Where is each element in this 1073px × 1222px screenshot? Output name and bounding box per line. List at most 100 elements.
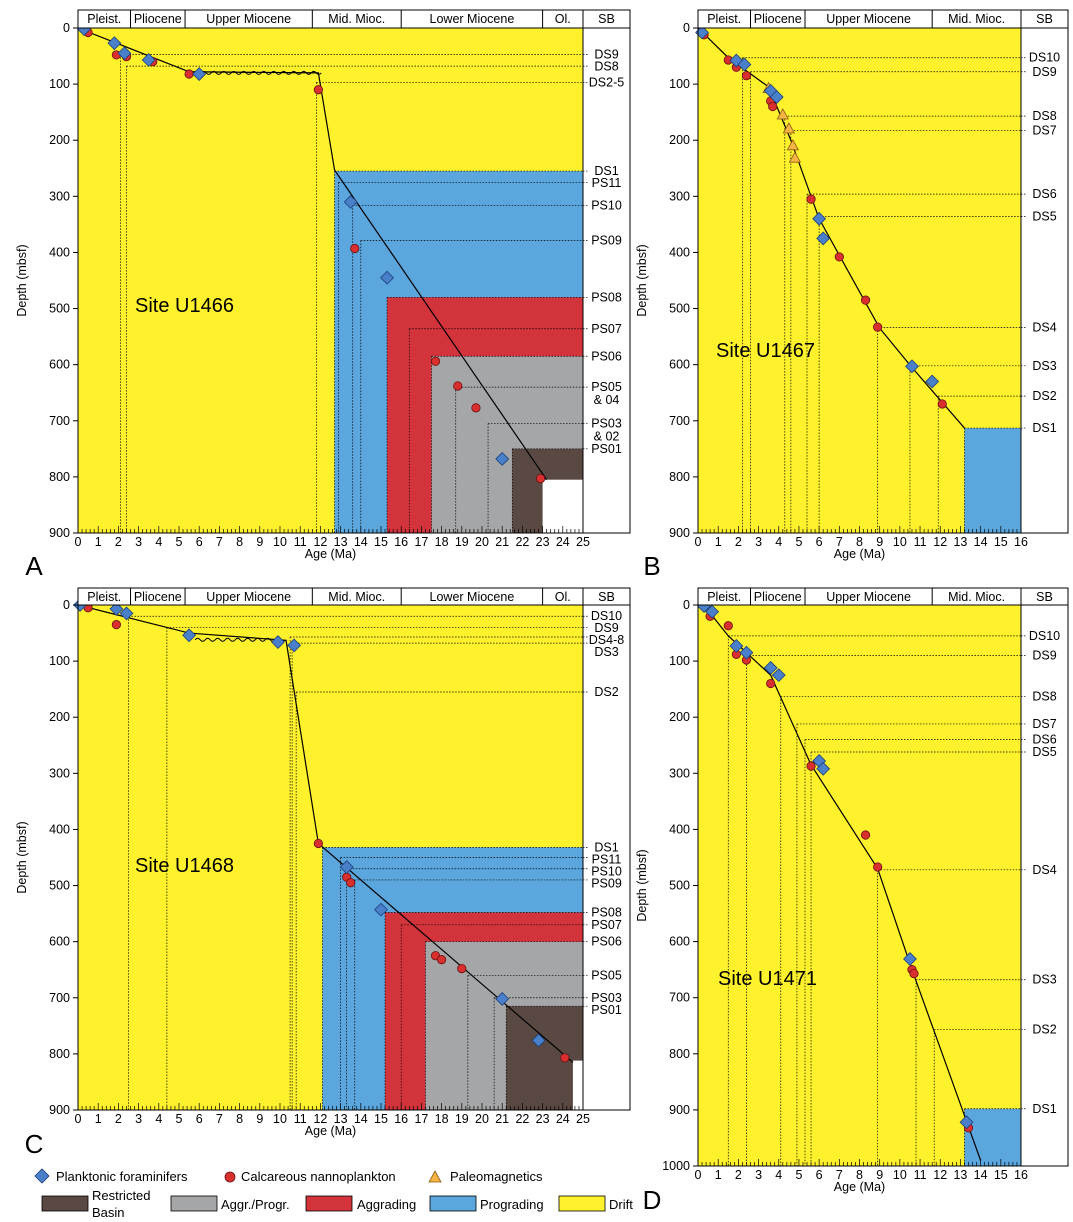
y-tick-label: 800 — [49, 1047, 70, 1061]
y-tick-label: 0 — [683, 598, 690, 612]
nanno-point — [184, 69, 194, 79]
boundary-label: DS1 — [1032, 421, 1056, 435]
y-tick-label: 700 — [669, 414, 690, 428]
y-tick-label: 600 — [49, 358, 70, 372]
x-tick-label: 16 — [1014, 535, 1028, 549]
boundary-label: DS3 — [594, 645, 618, 659]
epoch-label: Upper Miocene — [826, 590, 911, 604]
y-tick-label: 400 — [669, 822, 690, 836]
sb-header-label: SB — [1036, 12, 1053, 26]
x-axis-label: Age (Ma) — [305, 1124, 356, 1138]
y-tick-label: 100 — [669, 77, 690, 91]
y-tick-label: 900 — [49, 1103, 70, 1117]
boundary-label: DS6 — [1032, 733, 1056, 747]
x-tick-label: 3 — [755, 535, 762, 549]
x-tick-label: 11 — [914, 535, 927, 549]
nanno-point — [909, 968, 919, 979]
x-tick-label: 23 — [536, 535, 550, 549]
foram-point — [729, 639, 744, 653]
x-tick-label: 6 — [196, 1112, 203, 1126]
y-tick-label: 700 — [49, 991, 70, 1005]
x-tick-label: 21 — [495, 1112, 509, 1126]
legend-aggrading-label: Aggrading — [357, 1197, 416, 1212]
legend-prograding: Prograding — [429, 1195, 544, 1212]
foram-point — [380, 270, 394, 285]
x-tick-label: 12 — [313, 535, 327, 549]
nanno-point — [873, 862, 883, 872]
x-tick-label: 1 — [95, 1112, 102, 1126]
x-tick-label: 11 — [914, 1168, 927, 1182]
x-tick-label: 5 — [795, 1168, 802, 1182]
x-tick-label: 3 — [135, 535, 142, 549]
y-tick-label: 100 — [49, 77, 70, 91]
boundary-label: & 02 — [594, 430, 620, 444]
legend-aggrading-swatch — [305, 1195, 353, 1212]
x-tick-label: 6 — [816, 535, 823, 549]
x-axis-label: Age (Ma) — [305, 547, 356, 561]
plot-frame — [77, 27, 584, 534]
foram-point — [695, 25, 709, 40]
y-tick-label: 700 — [669, 991, 690, 1005]
epoch-label: Mid. Mioc. — [328, 590, 385, 604]
boundary-label: DS10 — [1029, 629, 1060, 643]
x-tick-label: 1 — [95, 535, 102, 549]
x-tick-label: 8 — [236, 1112, 243, 1126]
x-tick-label: 7 — [836, 535, 843, 549]
boundary-label: PS09 — [591, 234, 622, 248]
boundary-label: PS06 — [591, 935, 622, 949]
epoch-label: Pleist. — [87, 590, 121, 604]
foram-point — [182, 628, 197, 643]
foram-point — [705, 604, 720, 619]
boundary-label: PS10 — [591, 198, 622, 212]
nanno-point — [560, 1053, 570, 1063]
drift-background — [698, 605, 1021, 1166]
x-tick-label: 17 — [414, 1112, 428, 1126]
nanno-point — [873, 322, 883, 332]
boundary-label: DS4-8 — [589, 633, 624, 647]
x-tick-label: 4 — [775, 535, 782, 549]
legend-foram-label: Planktonic foraminifers — [56, 1169, 188, 1184]
boundary-label: PS05 — [591, 968, 622, 982]
foram-point — [117, 46, 132, 61]
x-tick-label: 13 — [953, 1168, 967, 1182]
y-tick-label: 0 — [683, 21, 690, 35]
boundary-label: PS08 — [591, 290, 622, 304]
boundary-label: DS4 — [1032, 321, 1056, 335]
panel-letter: A — [25, 551, 43, 581]
x-tick-label: 8 — [856, 535, 863, 549]
boundary-label: DS5 — [1032, 210, 1056, 224]
x-tick-label: 8 — [236, 535, 243, 549]
boundary-label: PS10 — [591, 864, 622, 878]
foram-point — [531, 1033, 546, 1048]
x-tick-label: 16 — [394, 1112, 408, 1126]
boundary-label: DS10 — [591, 609, 622, 623]
facies-block-white — [572, 1060, 583, 1110]
y-tick-label: 800 — [669, 470, 690, 484]
foram-point — [812, 211, 827, 226]
foram-point — [271, 635, 285, 649]
boundary-label: PS08 — [591, 905, 622, 919]
boundary-label: DS6 — [1032, 187, 1056, 201]
x-tick-label: 10 — [893, 1168, 907, 1182]
epoch-label: Pleist. — [707, 590, 741, 604]
nanno-point — [350, 243, 360, 254]
sb-header-label: SB — [598, 590, 615, 604]
sb-column — [582, 27, 631, 534]
x-tick-label: 9 — [876, 535, 883, 549]
foram-point — [107, 36, 122, 51]
site-label: Site U1466 — [135, 295, 234, 317]
x-tick-label: 0 — [695, 1168, 702, 1182]
nanno-point — [860, 830, 871, 840]
legend-paleo-label: Paleomagnetics — [450, 1169, 543, 1184]
x-tick-label: 9 — [256, 1112, 263, 1126]
sb-header-cell — [582, 587, 631, 606]
x-tick-label: 0 — [75, 1112, 82, 1126]
boundary-label: PS01 — [591, 1003, 622, 1017]
x-tick-label: 21 — [495, 535, 509, 549]
x-tick-label: 15 — [994, 535, 1008, 549]
paleomag-point — [786, 139, 800, 151]
legend-drift-label: Drift — [609, 1197, 633, 1212]
